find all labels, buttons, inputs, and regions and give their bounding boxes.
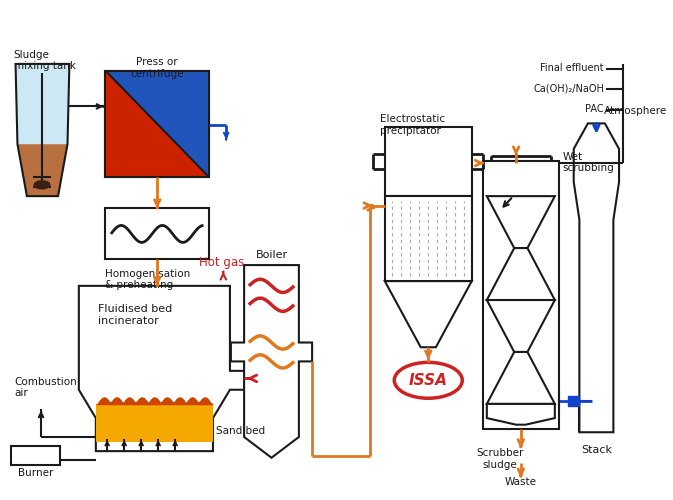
Text: Ca(OH)₂/NaOH: Ca(OH)₂/NaOH — [533, 84, 604, 94]
Text: Hot gas: Hot gas — [199, 256, 244, 268]
Text: Fluidised bed
incinerator: Fluidised bed incinerator — [98, 304, 172, 326]
Text: Sludge
mixing tank: Sludge mixing tank — [13, 50, 75, 72]
Text: Sand bed: Sand bed — [216, 426, 265, 436]
Text: Homogenisation
& preheating: Homogenisation & preheating — [105, 269, 190, 290]
Polygon shape — [487, 248, 555, 300]
Bar — [96, 404, 213, 442]
Bar — [385, 127, 472, 196]
Polygon shape — [231, 265, 312, 458]
Text: ISSA: ISSA — [409, 373, 448, 388]
Text: Boiler: Boiler — [256, 250, 287, 260]
Polygon shape — [17, 144, 67, 196]
Polygon shape — [487, 300, 555, 352]
Text: Waste: Waste — [505, 476, 537, 486]
Bar — [105, 70, 209, 177]
Text: Wet
scrubbing: Wet scrubbing — [563, 152, 614, 174]
Text: Atmosphere: Atmosphere — [604, 106, 667, 117]
Text: Combustion
air: Combustion air — [15, 377, 77, 398]
Bar — [105, 208, 209, 260]
Bar — [483, 161, 559, 429]
Text: Burner: Burner — [17, 468, 53, 478]
Ellipse shape — [34, 180, 50, 190]
Text: Press or
centrifuge: Press or centrifuge — [131, 58, 184, 79]
Polygon shape — [573, 124, 619, 432]
Text: Electrostatic
precipitator: Electrostatic precipitator — [380, 114, 446, 136]
Text: Scrubber
sludge: Scrubber sludge — [476, 448, 524, 470]
Text: PAC: PAC — [586, 104, 604, 114]
Bar — [11, 446, 60, 466]
Polygon shape — [105, 70, 209, 177]
Ellipse shape — [394, 362, 462, 398]
Bar — [385, 196, 472, 281]
Bar — [105, 70, 209, 177]
Polygon shape — [385, 281, 472, 347]
Polygon shape — [487, 196, 555, 248]
Polygon shape — [487, 404, 555, 424]
Polygon shape — [15, 64, 69, 144]
Text: Stack: Stack — [581, 444, 612, 454]
Polygon shape — [79, 286, 251, 451]
Text: Final effluent: Final effluent — [540, 62, 604, 72]
Polygon shape — [487, 352, 555, 404]
Polygon shape — [105, 70, 209, 177]
Bar — [568, 396, 579, 406]
